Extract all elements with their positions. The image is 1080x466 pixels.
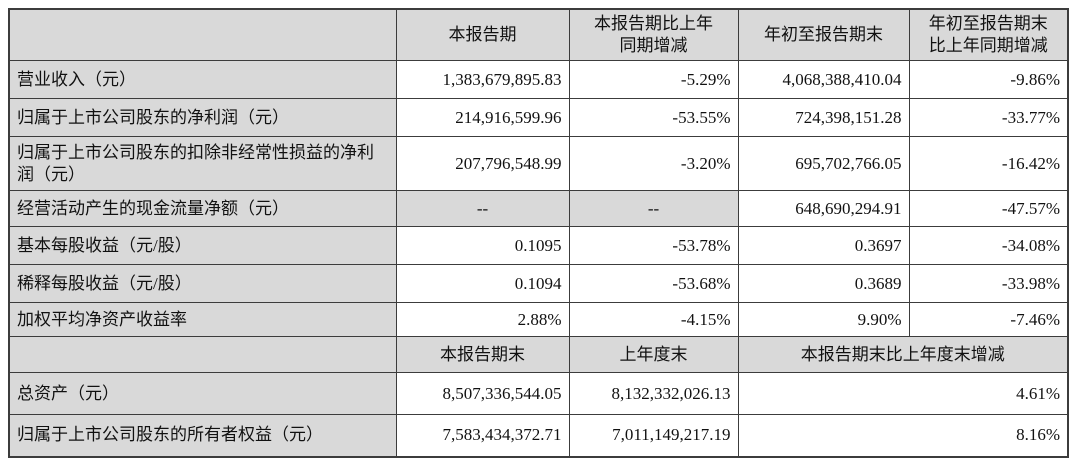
col-header-current-period: 本报告期 [395, 8, 570, 62]
cell-current-yoy: -3.20% [568, 136, 739, 192]
row-basic-eps: 基本每股收益（元/股） 0.1095 -53.78% 0.3697 -34.08… [8, 226, 1069, 266]
col-header-ytd-yoy: 年初至报告期末 比上年同期增减 [908, 8, 1069, 62]
row-weighted-average-roe: 加权平均净资产收益率 2.88% -4.15% 9.90% -7.46% [8, 302, 1069, 338]
header-row-period: 本报告期 本报告期比上年 同期增减 年初至报告期末 年初至报告期末 比上年同期增… [8, 8, 1069, 62]
header-row-period-end: 本报告期末 上年度末 本报告期末比上年度末增减 [8, 336, 1069, 374]
cell-ytd-yoy: -47.57% [908, 190, 1069, 228]
financial-summary-table: 本报告期 本报告期比上年 同期增减 年初至报告期末 年初至报告期末 比上年同期增… [8, 8, 1069, 458]
cell-current: 0.1095 [395, 226, 570, 266]
cell-prior-year-end: 8,132,332,026.13 [568, 372, 739, 416]
cell-ytd-yoy: -9.86% [908, 60, 1069, 100]
cell-ytd-yoy: -33.77% [908, 98, 1069, 138]
row-label: 归属于上市公司股东的净利润（元） [8, 98, 397, 138]
row-label: 基本每股收益（元/股） [8, 226, 397, 266]
header-corner-cell [8, 8, 397, 62]
cell-ytd: 9.90% [737, 302, 910, 338]
col-header-ytd: 年初至报告期末 [737, 8, 910, 62]
cell-ytd-yoy: -33.98% [908, 264, 1069, 304]
col-header-period-end-change: 本报告期末比上年度末增减 [737, 336, 1069, 374]
cell-current: 2.88% [395, 302, 570, 338]
cell-current: 0.1094 [395, 264, 570, 304]
cell-current-yoy: -53.55% [568, 98, 739, 138]
cell-current-yoy: -53.68% [568, 264, 739, 304]
cell-period-end: 7,583,434,372.71 [395, 414, 570, 458]
row-owners-equity: 归属于上市公司股东的所有者权益（元） 7,583,434,372.71 7,01… [8, 414, 1069, 458]
cell-ytd-yoy: -16.42% [908, 136, 1069, 192]
col-header-current-period-yoy: 本报告期比上年 同期增减 [568, 8, 739, 62]
cell-current-yoy: -53.78% [568, 226, 739, 266]
row-operating-cash-flow: 经营活动产生的现金流量净额（元） -- -- 648,690,294.91 -4… [8, 190, 1069, 228]
cell-current-na: -- [395, 190, 570, 228]
row-label: 稀释每股收益（元/股） [8, 264, 397, 304]
cell-change: 4.61% [737, 372, 1069, 416]
cell-change: 8.16% [737, 414, 1069, 458]
row-label: 经营活动产生的现金流量净额（元） [8, 190, 397, 228]
row-net-profit-attributable: 归属于上市公司股东的净利润（元） 214,916,599.96 -53.55% … [8, 98, 1069, 138]
row-label: 归属于上市公司股东的扣除非经常性损益的净利润（元） [8, 136, 397, 192]
cell-ytd: 695,702,766.05 [737, 136, 910, 192]
row-diluted-eps: 稀释每股收益（元/股） 0.1094 -53.68% 0.3689 -33.98… [8, 264, 1069, 304]
header-corner-cell [8, 336, 397, 374]
cell-current: 207,796,548.99 [395, 136, 570, 192]
col-header-period-end: 本报告期末 [395, 336, 570, 374]
row-total-assets: 总资产（元） 8,507,336,544.05 8,132,332,026.13… [8, 372, 1069, 416]
cell-current-yoy: -4.15% [568, 302, 739, 338]
cell-prior-year-end: 7,011,149,217.19 [568, 414, 739, 458]
row-label: 营业收入（元） [8, 60, 397, 100]
col-header-prior-year-end: 上年度末 [568, 336, 739, 374]
row-label: 归属于上市公司股东的所有者权益（元） [8, 414, 397, 458]
cell-ytd: 4,068,388,410.04 [737, 60, 910, 100]
row-operating-revenue: 营业收入（元） 1,383,679,895.83 -5.29% 4,068,38… [8, 60, 1069, 100]
cell-ytd: 648,690,294.91 [737, 190, 910, 228]
cell-ytd: 0.3689 [737, 264, 910, 304]
cell-ytd: 0.3697 [737, 226, 910, 266]
row-label: 总资产（元） [8, 372, 397, 416]
cell-ytd-yoy: -7.46% [908, 302, 1069, 338]
cell-ytd-yoy: -34.08% [908, 226, 1069, 266]
cell-period-end: 8,507,336,544.05 [395, 372, 570, 416]
cell-ytd: 724,398,151.28 [737, 98, 910, 138]
row-label: 加权平均净资产收益率 [8, 302, 397, 338]
row-net-profit-deducting-nonrecurring: 归属于上市公司股东的扣除非经常性损益的净利润（元） 207,796,548.99… [8, 136, 1069, 192]
cell-current: 1,383,679,895.83 [395, 60, 570, 100]
cell-current-yoy-na: -- [568, 190, 739, 228]
cell-current-yoy: -5.29% [568, 60, 739, 100]
cell-current: 214,916,599.96 [395, 98, 570, 138]
